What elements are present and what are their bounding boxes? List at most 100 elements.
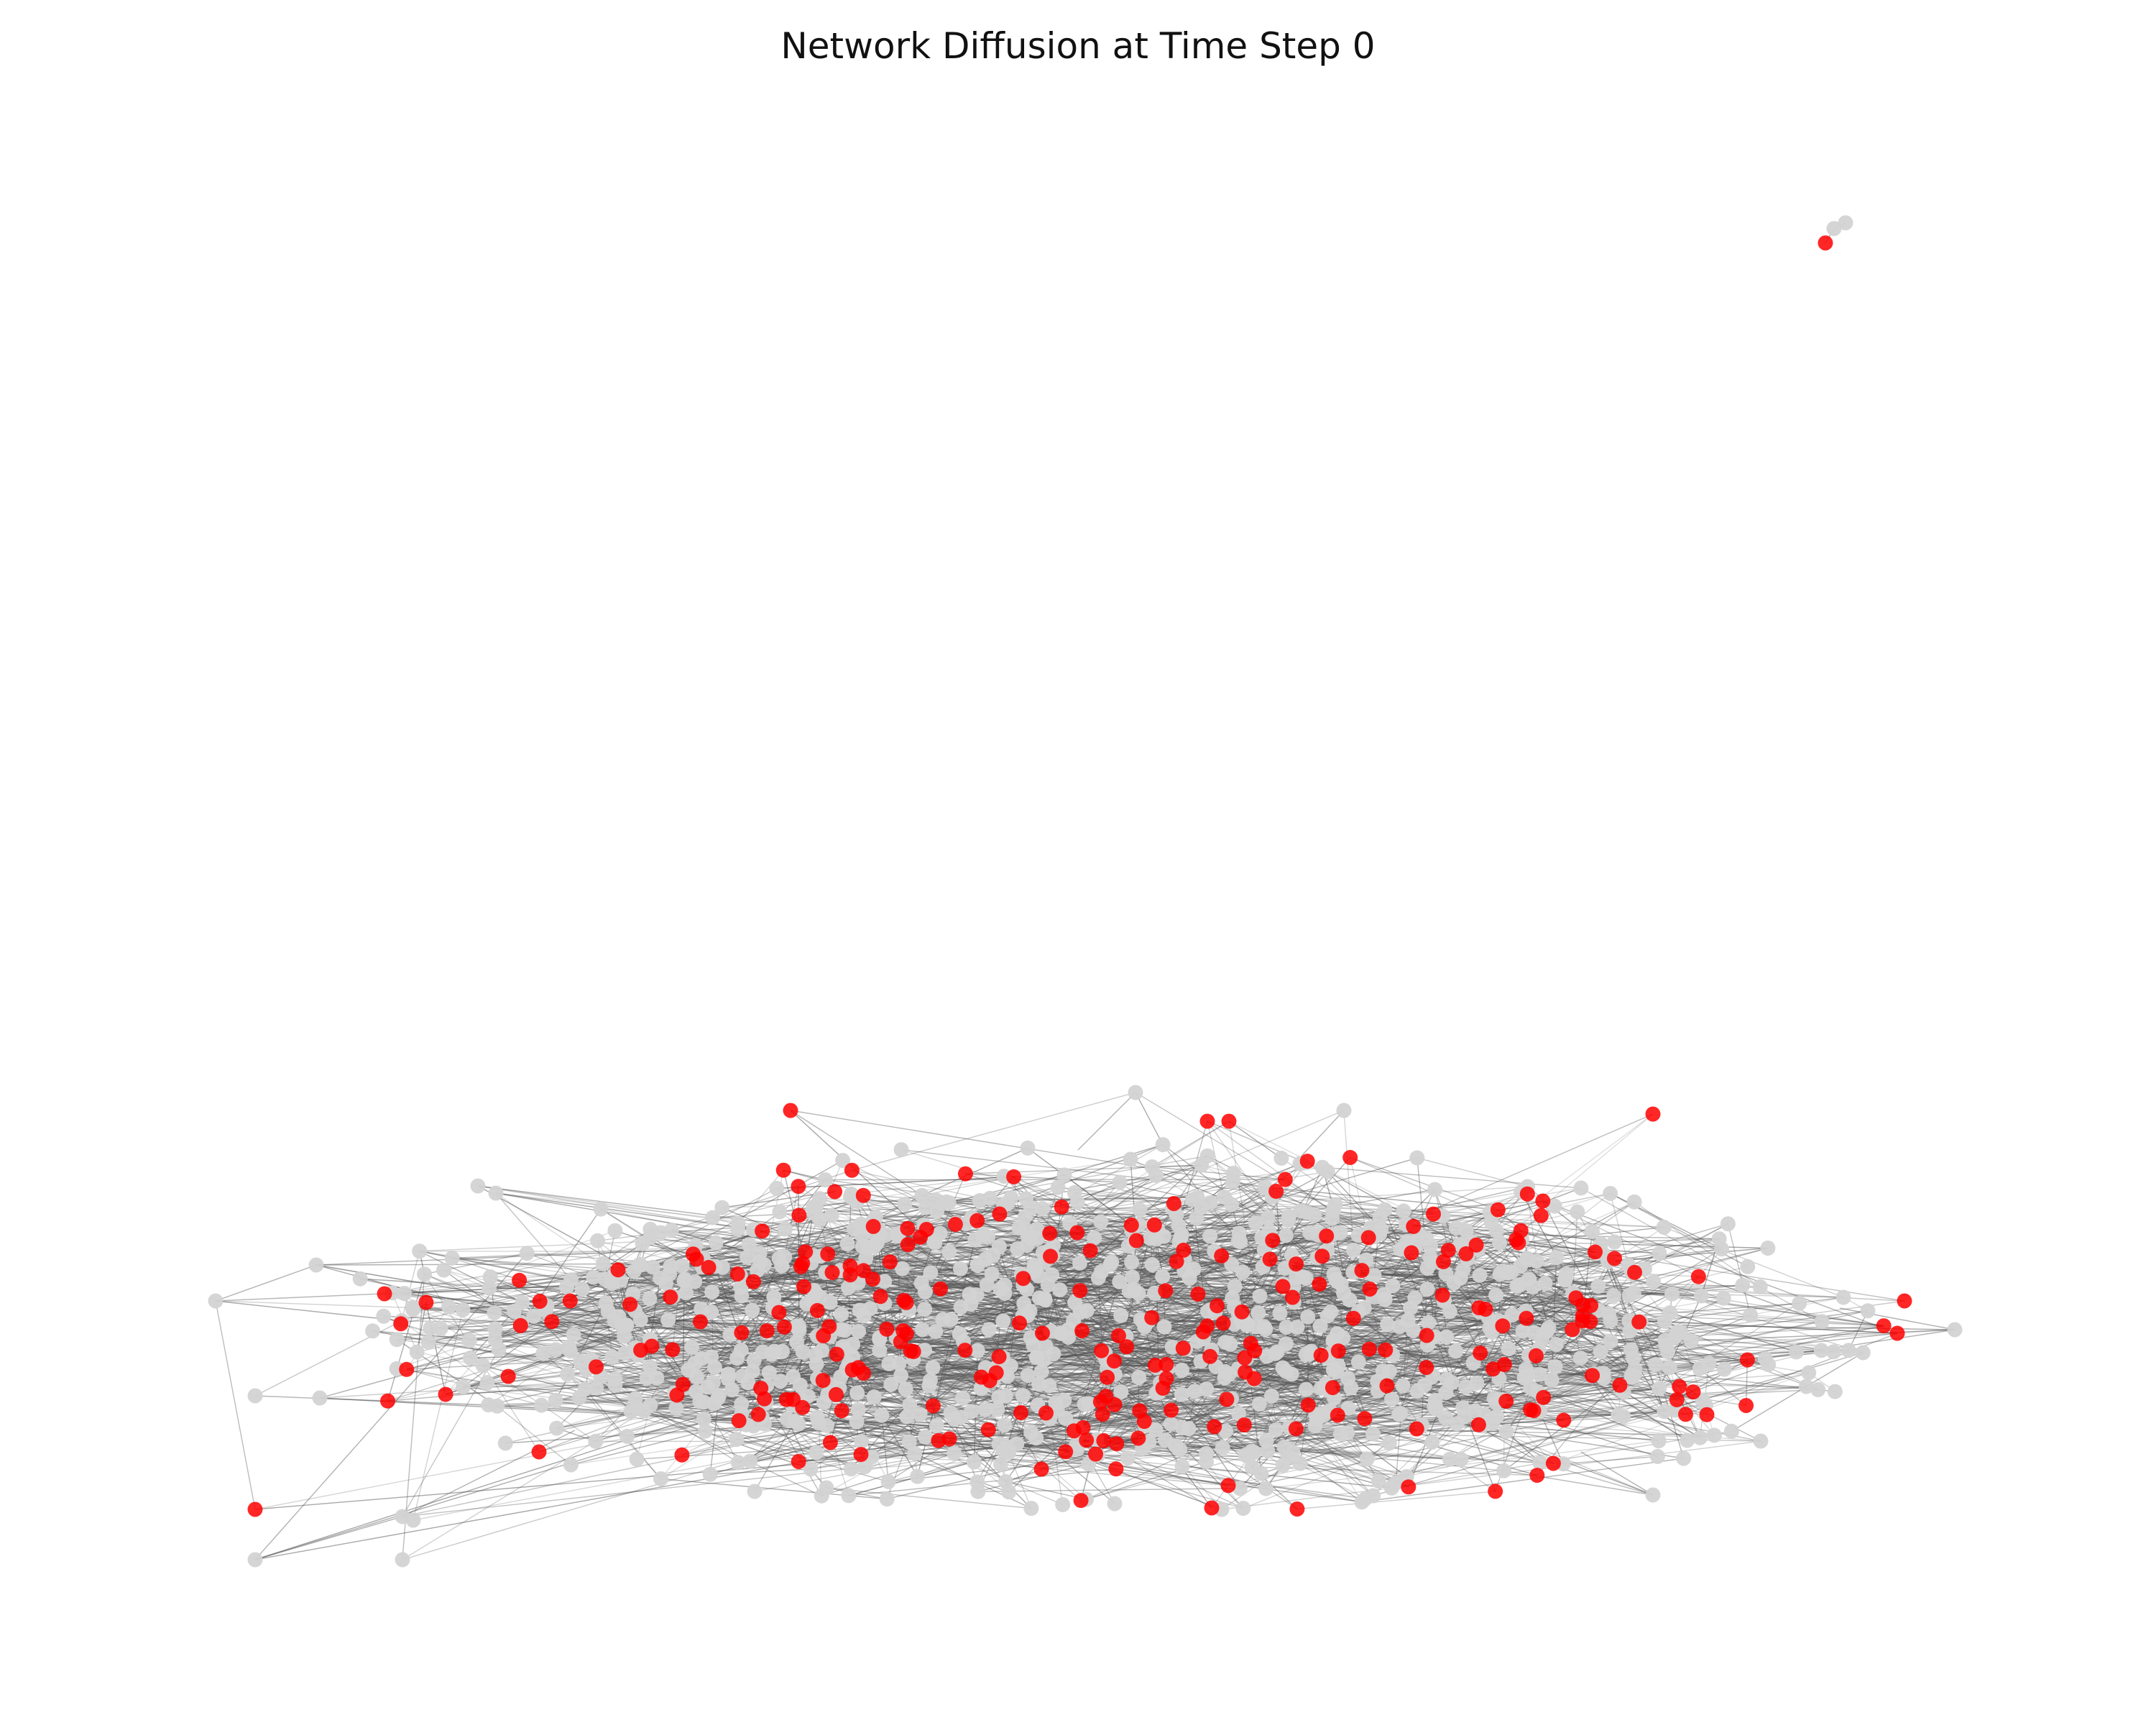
network-edge <box>1341 1247 1768 1285</box>
network-edge <box>428 1322 522 1343</box>
inactive-node <box>1272 1305 1288 1321</box>
active-node <box>753 1381 769 1396</box>
inactive-node <box>1427 1393 1443 1409</box>
network-edge <box>520 1208 602 1326</box>
inactive-node <box>479 1375 495 1390</box>
network-edge <box>1542 1338 1686 1415</box>
inactive-node <box>548 1342 563 1358</box>
network-edge <box>681 1405 934 1455</box>
active-node <box>1069 1225 1085 1241</box>
active-node <box>1082 1243 1098 1259</box>
inactive-node <box>1023 1501 1039 1517</box>
active-node <box>1565 1322 1580 1338</box>
active-node <box>418 1294 434 1310</box>
active-node <box>1123 1218 1139 1233</box>
inactive-node <box>1069 1195 1085 1210</box>
network-edge <box>254 1395 489 1406</box>
network-edge <box>910 1333 1043 1352</box>
inactive-node <box>1181 1421 1197 1437</box>
network-edge <box>315 1264 853 1358</box>
inactive-node <box>1112 1274 1128 1289</box>
inactive-node <box>1225 1290 1240 1306</box>
inactive-node <box>1438 1385 1454 1400</box>
inactive-node <box>1680 1432 1695 1448</box>
network-edge <box>1479 1274 1636 1370</box>
network-edge <box>1516 1239 1905 1302</box>
inactive-node <box>593 1201 609 1217</box>
network-edge <box>819 1197 1664 1228</box>
inactive-node <box>742 1453 758 1469</box>
network-edge <box>856 1421 1009 1450</box>
inactive-node <box>1424 1435 1440 1450</box>
network-edge <box>1383 1304 1583 1372</box>
active-node <box>796 1279 811 1294</box>
active-node <box>1096 1432 1112 1448</box>
network-edge <box>710 1468 811 1475</box>
network-edge <box>1254 1317 1489 1351</box>
inactive-node <box>1113 1384 1129 1399</box>
network-edge <box>372 1330 1363 1503</box>
network-edge <box>1291 1374 1401 1414</box>
inactive-node <box>1377 1292 1393 1307</box>
active-node <box>1473 1346 1488 1361</box>
inactive-node <box>1623 1342 1639 1358</box>
inactive-node <box>1603 1186 1618 1201</box>
inactive-node <box>1267 1346 1283 1361</box>
inactive-node <box>1391 1319 1407 1335</box>
network-edge <box>961 1307 1235 1325</box>
inactive-node <box>1263 1388 1279 1404</box>
network-edge <box>1165 1271 1243 1292</box>
inactive-node <box>389 1332 405 1348</box>
inactive-node <box>733 1342 749 1358</box>
inactive-node <box>405 1302 421 1317</box>
active-node <box>589 1359 604 1375</box>
network-edge <box>404 1279 685 1294</box>
inactive-node <box>769 1180 785 1196</box>
inactive-node <box>1003 1190 1019 1205</box>
inactive-node <box>489 1398 505 1414</box>
inactive-node <box>1523 1379 1539 1395</box>
inactive-node <box>1446 1275 1462 1291</box>
inactive-node <box>982 1190 998 1206</box>
inactive-node <box>1358 1491 1373 1506</box>
inactive-node <box>766 1343 782 1359</box>
inactive-node <box>1278 1228 1294 1243</box>
network-edge <box>1041 1197 1273 1372</box>
inactive-node <box>1683 1333 1699 1349</box>
network-edge <box>872 1174 1065 1222</box>
network-edge <box>1644 1223 1728 1270</box>
inactive-node <box>674 1258 690 1274</box>
network-edge <box>737 1273 926 1293</box>
network-edge <box>1074 1192 1166 1292</box>
network-edge <box>766 1384 1101 1402</box>
network-edge <box>1373 1352 1864 1496</box>
network-edge <box>1179 1399 1227 1450</box>
network-edge <box>1442 1215 1664 1228</box>
inactive-node <box>893 1142 909 1158</box>
inactive-node <box>1723 1423 1739 1439</box>
network-edge <box>1214 1389 1329 1427</box>
network-edge <box>1207 1121 1225 1197</box>
inactive-node <box>817 1172 833 1187</box>
active-node <box>1361 1341 1377 1357</box>
inactive-node <box>710 1391 726 1406</box>
inactive-node <box>946 1445 962 1461</box>
network-edge <box>1053 1353 1139 1378</box>
active-node <box>829 1346 844 1362</box>
inactive-node <box>809 1409 825 1425</box>
inactive-node <box>598 1295 614 1311</box>
network-edge <box>1506 1431 1541 1463</box>
inactive-node <box>850 1402 866 1417</box>
active-node <box>1404 1245 1419 1261</box>
active-node <box>1362 1282 1378 1297</box>
active-node <box>828 1386 844 1402</box>
network-edge <box>1079 1297 1233 1313</box>
network-edge <box>1373 1200 1543 1238</box>
inactive-node <box>1662 1305 1678 1320</box>
active-node <box>1519 1186 1535 1202</box>
inactive-node <box>1483 1214 1499 1230</box>
active-node <box>1738 1398 1754 1413</box>
network-edge <box>1052 1255 1158 1368</box>
inactive-node <box>1651 1381 1667 1397</box>
active-node <box>622 1297 638 1312</box>
